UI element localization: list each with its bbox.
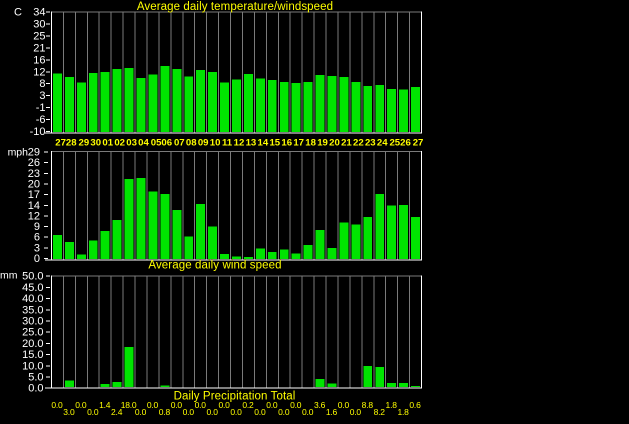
svg-text:50.0: 50.0	[22, 271, 43, 283]
svg-text:8.2: 8.2	[374, 407, 386, 417]
svg-text:0.0: 0.0	[230, 407, 242, 417]
svg-text:22: 22	[353, 138, 364, 149]
svg-text:25: 25	[33, 30, 45, 42]
svg-text:12: 12	[234, 138, 245, 149]
svg-text:16: 16	[33, 54, 45, 66]
svg-text:30: 30	[33, 18, 45, 30]
svg-text:3.6: 3.6	[314, 400, 326, 410]
svg-text:2.4: 2.4	[111, 407, 123, 417]
svg-text:13: 13	[246, 138, 257, 149]
svg-text:23: 23	[28, 168, 40, 180]
svg-text:25.0: 25.0	[22, 327, 43, 339]
svg-text:35.0: 35.0	[22, 304, 43, 316]
svg-text:Average daily temperature/wind: Average daily temperature/windspeed	[137, 1, 333, 13]
svg-text:0.0: 0.0	[28, 383, 43, 395]
svg-text:0.0: 0.0	[195, 400, 207, 410]
svg-text:26: 26	[28, 157, 40, 169]
svg-text:20: 20	[28, 178, 40, 190]
svg-text:30.0: 30.0	[22, 316, 43, 328]
svg-text:17: 17	[28, 189, 40, 201]
svg-text:09: 09	[198, 138, 209, 149]
svg-text:01: 01	[102, 138, 113, 149]
svg-text:0.0: 0.0	[350, 407, 362, 417]
svg-text:23: 23	[365, 138, 376, 149]
svg-text:02: 02	[114, 138, 125, 149]
svg-text:6: 6	[34, 232, 40, 244]
svg-text:mph: mph	[8, 146, 29, 158]
svg-text:0.0: 0.0	[290, 400, 302, 410]
svg-text:0.2: 0.2	[242, 400, 254, 410]
svg-text:12: 12	[28, 210, 40, 222]
svg-text:0.0: 0.0	[254, 407, 266, 417]
svg-text:08: 08	[186, 138, 197, 149]
svg-text:0.0: 0.0	[51, 400, 63, 410]
svg-text:10: 10	[210, 138, 221, 149]
svg-text:18.0: 18.0	[121, 400, 137, 410]
svg-text:45.0: 45.0	[22, 282, 43, 294]
svg-text:0.0: 0.0	[135, 407, 147, 417]
svg-text:15.0: 15.0	[22, 349, 43, 361]
svg-text:mm: mm	[0, 270, 18, 282]
svg-text:29: 29	[79, 138, 90, 149]
svg-text:11: 11	[222, 138, 233, 149]
svg-text:C: C	[14, 7, 22, 19]
svg-text:1.4: 1.4	[99, 400, 111, 410]
svg-text:20.0: 20.0	[22, 338, 43, 350]
svg-text:-1: -1	[36, 102, 46, 114]
svg-text:2526: 2526	[389, 138, 410, 149]
svg-text:20: 20	[329, 138, 340, 149]
svg-text:1.8: 1.8	[397, 407, 409, 417]
svg-text:12: 12	[33, 66, 45, 78]
svg-text:0.8: 0.8	[159, 407, 171, 417]
svg-text:Daily Precipitation Total: Daily Precipitation Total	[174, 391, 296, 403]
svg-text:21: 21	[33, 42, 45, 54]
svg-text:04: 04	[138, 138, 149, 149]
svg-text:0.0: 0.0	[266, 400, 278, 410]
svg-text:3: 3	[39, 90, 45, 102]
svg-text:14: 14	[258, 138, 269, 149]
svg-text:03: 03	[126, 138, 137, 149]
svg-text:0506: 0506	[151, 138, 172, 149]
svg-text:0.6: 0.6	[409, 400, 421, 410]
svg-text:0.0: 0.0	[302, 407, 314, 417]
svg-text:0.0: 0.0	[338, 400, 350, 410]
svg-text:0.0: 0.0	[218, 400, 230, 410]
svg-text:07: 07	[174, 138, 185, 149]
svg-text:3.0: 3.0	[63, 407, 75, 417]
svg-text:2728: 2728	[55, 138, 77, 149]
svg-text:19: 19	[317, 138, 328, 149]
svg-text:34: 34	[33, 7, 45, 19]
svg-text:17: 17	[293, 138, 304, 149]
svg-text:5.0: 5.0	[28, 372, 43, 384]
svg-text:3: 3	[34, 242, 40, 254]
svg-text:18: 18	[305, 138, 316, 149]
svg-text:0.0: 0.0	[183, 407, 195, 417]
svg-text:1.8: 1.8	[386, 400, 398, 410]
svg-text:21: 21	[341, 138, 352, 149]
svg-text:14: 14	[28, 200, 40, 212]
svg-text:15: 15	[269, 138, 280, 149]
svg-text:Average daily wind speed: Average daily wind speed	[148, 259, 281, 271]
svg-text:0.0: 0.0	[147, 400, 159, 410]
svg-text:0.0: 0.0	[75, 400, 87, 410]
svg-text:9: 9	[34, 221, 40, 233]
svg-text:16: 16	[281, 138, 292, 149]
svg-text:8.8: 8.8	[362, 400, 374, 410]
svg-text:29: 29	[28, 147, 40, 159]
svg-text:40.0: 40.0	[22, 293, 43, 305]
svg-text:-6: -6	[36, 114, 46, 126]
svg-text:27: 27	[413, 138, 424, 149]
svg-text:24: 24	[377, 138, 388, 149]
svg-text:30: 30	[90, 138, 101, 149]
svg-text:0.0: 0.0	[171, 400, 183, 410]
svg-text:8: 8	[39, 78, 45, 90]
svg-text:0: 0	[34, 253, 40, 265]
svg-text:0.0: 0.0	[278, 407, 290, 417]
svg-text:10.0: 10.0	[22, 360, 43, 372]
svg-text:0.0: 0.0	[207, 407, 219, 417]
svg-text:1.6: 1.6	[326, 407, 338, 417]
svg-text:0.0: 0.0	[87, 407, 99, 417]
svg-text:-10: -10	[30, 126, 46, 138]
